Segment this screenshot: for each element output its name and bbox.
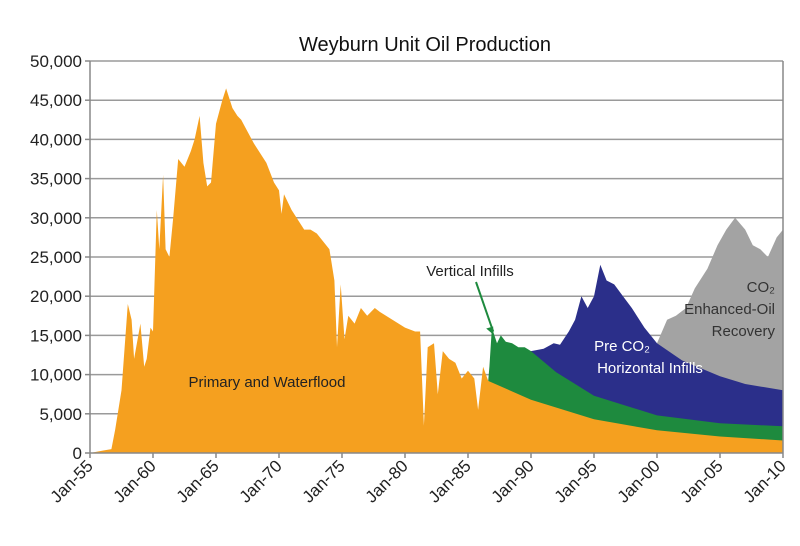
x-tick-label: Jan-70 [236,456,286,506]
x-axis-ticks: Jan-55 Jan-60 Jan-65 Jan-70 Jan-75 Jan-80 Jan-… [47,453,790,507]
y-tick-label: 30,000 [30,209,82,228]
series-label: CO₂ [747,279,776,296]
series-labels: Primary and Waterflood Vertical Infills Pr… [188,263,775,391]
x-tick-label: Jan-05 [677,456,727,506]
y-tick-label: 5,000 [39,405,82,424]
x-tick-label: Jan-95 [551,456,601,506]
series-label: Enhanced-Oil [684,301,775,318]
y-tick-label: 50,000 [30,52,82,71]
annotation-arrow [475,281,495,332]
y-tick-label: 20,000 [30,287,82,306]
y-tick-label: 0 [73,444,82,463]
x-tick-label: Jan-60 [110,456,160,506]
y-tick-label: 15,000 [30,326,82,345]
series-area-primary-and-waterflood [90,88,783,454]
x-tick-label: Jan-75 [299,456,349,506]
y-tick-label: 25,000 [30,248,82,267]
x-tick-label: Jan-10 [740,456,790,506]
x-tick-label: Jan-00 [614,456,664,506]
y-tick-label: 40,000 [30,130,82,149]
series-label: Pre CO₂ [594,338,650,355]
series-label: Recovery [712,323,776,340]
x-tick-label: Jan-80 [362,456,412,506]
series-label: Vertical Infills [426,263,514,280]
arrowhead-icon [486,326,494,335]
x-tick-label: Jan-65 [173,456,223,506]
y-tick-label: 45,000 [30,91,82,110]
series-label: Horizontal Infills [597,360,703,377]
x-tick-label: Jan-90 [488,456,538,506]
series-label: Primary and Waterflood [188,374,345,391]
chart-title: Weyburn Unit Oil Production [299,34,551,56]
x-tick-label: Jan-85 [425,456,475,506]
series-areas [90,88,783,454]
y-axis-ticks: 0 5,000 10,000 15,000 20,000 25,000 30,000 35,0… [30,52,90,463]
x-tick-label: Jan-55 [47,456,97,506]
y-tick-label: 10,000 [30,366,82,385]
y-tick-label: 35,000 [30,170,82,189]
